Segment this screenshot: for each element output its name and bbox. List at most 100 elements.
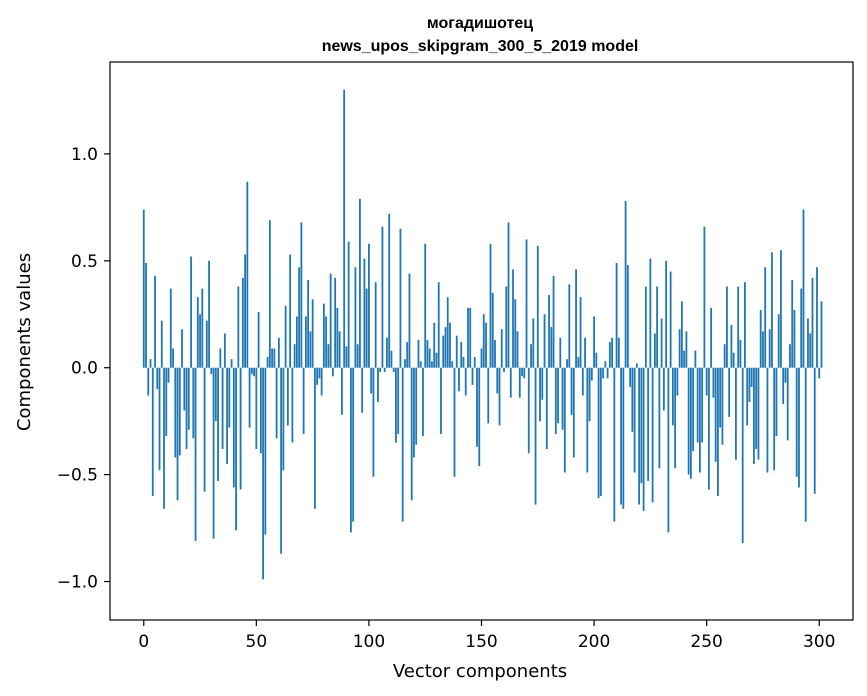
bar [257,312,260,368]
bar [167,367,170,383]
bar [759,310,762,368]
bar [480,348,483,368]
bar [304,316,307,368]
bar [374,282,377,368]
bar [280,367,283,554]
bar [165,367,168,437]
bar [419,361,422,368]
y-axis-label: Components values [14,253,35,431]
bar [694,350,697,368]
bar [471,367,474,385]
bar [807,318,809,368]
bar [680,301,683,368]
bar [496,367,499,394]
bar [395,367,397,443]
bar [255,367,258,449]
bar [737,286,740,368]
bar [570,367,573,415]
bar [604,361,607,368]
bar [478,367,481,467]
bar [689,367,692,479]
bar [264,367,267,535]
bar [332,367,334,377]
bar [766,367,769,473]
bar [789,344,791,368]
bar [622,367,625,509]
bar [608,342,611,368]
bar [460,342,463,368]
bar [431,361,433,368]
bar [649,258,652,368]
bar [352,367,355,522]
bar [392,367,395,372]
bar [498,367,501,426]
bar [509,367,512,398]
bar [291,367,294,443]
bar [644,286,647,368]
bar [667,367,670,533]
bar [523,367,526,379]
bar [532,318,535,368]
bar [525,239,528,368]
bar [581,367,584,396]
bar [160,320,163,368]
bar [791,280,794,368]
bar [318,367,321,379]
bar [183,367,186,411]
bar [232,367,235,488]
bar [370,367,373,394]
bar [653,333,656,368]
bar [379,367,382,372]
axes-group: 0 50 100 150 200 250 300 −1.0 −0.5 0.0 0.5 1.0 [57,145,836,652]
chart-title: могадишотец [427,15,533,32]
bar [491,292,494,368]
bar [437,282,440,368]
bar [169,288,172,368]
bar [658,367,661,469]
bar [181,329,183,368]
bar [701,367,704,443]
bar [368,243,370,368]
bar [386,337,388,368]
bar [239,367,242,490]
bar [559,337,562,368]
bar [399,228,402,368]
bar [203,367,206,492]
bar [717,367,719,496]
bar [746,367,749,426]
bar [696,367,699,443]
bar [293,344,296,368]
bar [775,367,778,437]
bar [413,367,415,458]
bar [638,367,641,505]
bar [214,367,217,422]
bar [739,339,742,368]
bar [356,344,359,368]
bar [462,357,465,368]
bar [372,367,375,477]
bar [611,337,613,368]
bar [798,367,800,488]
bar [500,329,503,368]
bar [359,198,361,368]
bar [458,367,460,392]
bar [190,256,192,368]
bar [473,357,476,368]
bar [527,367,530,454]
bar [273,348,276,368]
bar [219,348,222,368]
chart-subtitle: news_upos_skipgram_300_5_2019 model [322,38,639,55]
bar [226,367,228,464]
bar [671,367,674,426]
bar [451,361,454,368]
bar [505,286,508,368]
bar [773,367,776,471]
bar [406,342,409,368]
bar [487,367,490,424]
bar [597,367,600,499]
bar [158,367,161,471]
bar [192,367,195,439]
y-tick-label: 1.0 [71,145,98,165]
bar [651,367,654,503]
